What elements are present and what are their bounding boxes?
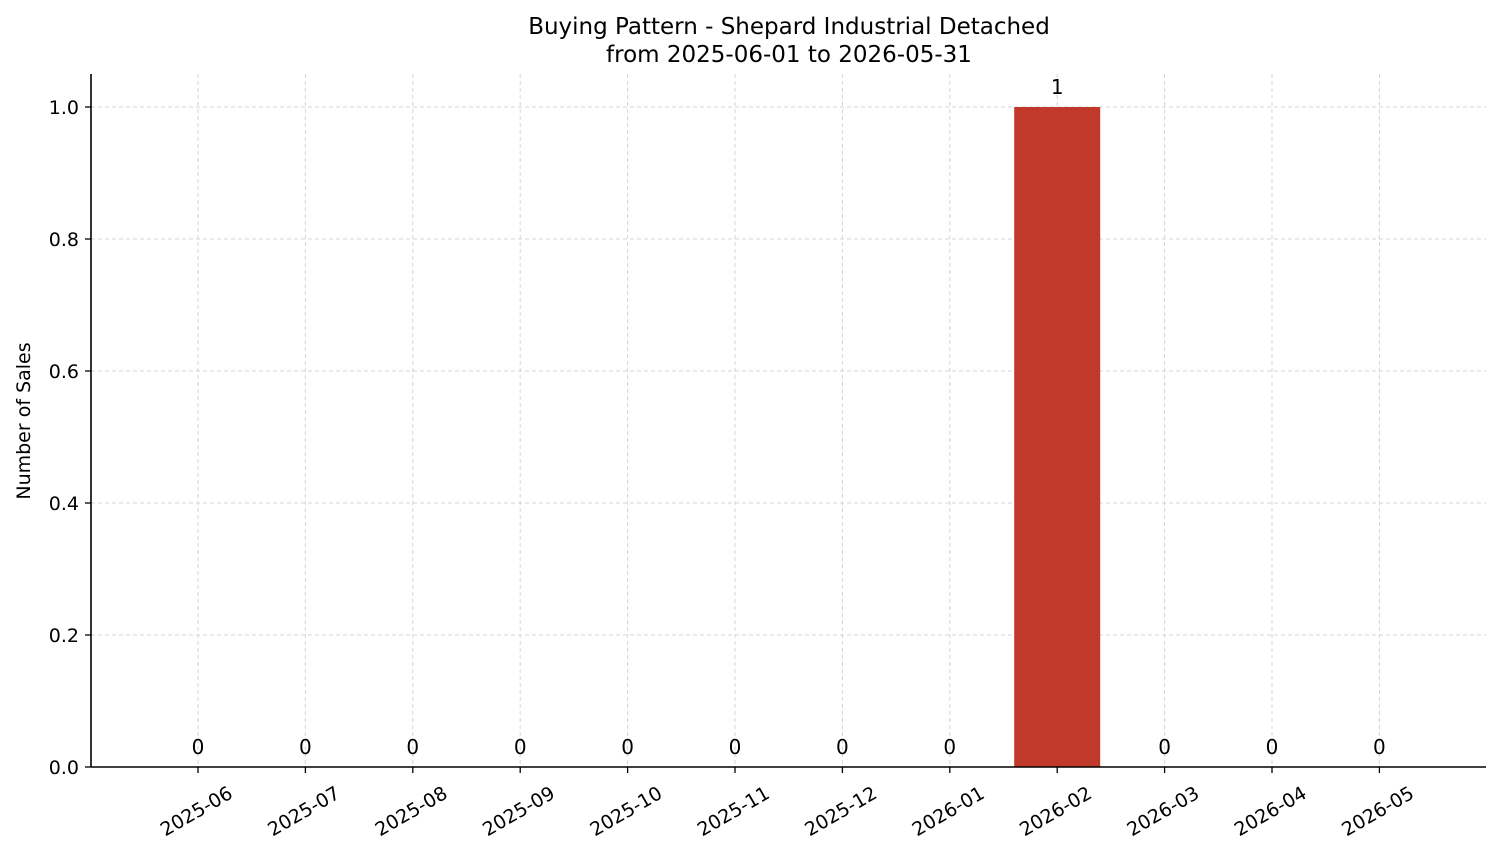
data-label-2026-04: 0 <box>1266 735 1279 759</box>
x-tick-label: 2025-08 <box>372 782 452 841</box>
y-axis-label: Number of Sales <box>13 342 35 499</box>
x-tick-label: 2026-05 <box>1338 782 1418 841</box>
data-label-2025-10: 0 <box>621 735 634 759</box>
x-tick-label: 2025-07 <box>264 782 344 841</box>
data-label-2025-09: 0 <box>514 735 527 759</box>
x-tick-label: 2026-03 <box>1123 782 1203 841</box>
x-tick-label: 2026-04 <box>1231 782 1311 841</box>
y-tick-label: 0.0 <box>49 757 79 779</box>
x-tick-label: 2025-10 <box>586 782 666 841</box>
x-tick-label: 2026-02 <box>1016 782 1096 841</box>
x-tick-label: 2025-06 <box>157 782 237 841</box>
data-label-2026-05: 0 <box>1373 735 1386 759</box>
data-label-2026-01: 0 <box>943 735 956 759</box>
bar-2026-02 <box>1014 107 1101 767</box>
data-labels: 0 0 0 0 0 0 0 0 1 0 0 0 <box>192 75 1386 759</box>
x-tick-label: 2025-12 <box>801 782 881 841</box>
data-label-2025-12: 0 <box>836 735 849 759</box>
y-tick-label: 1.0 <box>49 97 79 119</box>
y-tick-label: 0.4 <box>49 493 79 515</box>
y-tick-label: 0.6 <box>49 361 79 383</box>
bars <box>1014 107 1101 767</box>
y-tick-label: 0.8 <box>49 229 79 251</box>
data-label-2026-03: 0 <box>1158 735 1171 759</box>
axes: 0.0 0.2 0.4 0.6 0.8 1.0 2025-06 2025-07 2025-08 2… <box>49 74 1486 841</box>
x-tick-label: 2025-09 <box>479 782 559 841</box>
data-label-2025-08: 0 <box>406 735 419 759</box>
chart-title-line-2: from 2025-06-01 to 2026-05-31 <box>606 42 972 68</box>
data-label-2026-02: 1 <box>1051 75 1064 99</box>
data-label-2025-07: 0 <box>299 735 312 759</box>
grid <box>91 74 1486 767</box>
data-label-2025-06: 0 <box>192 735 205 759</box>
x-tick-label: 2025-11 <box>694 782 774 841</box>
x-tick-label: 2026-01 <box>909 782 989 841</box>
chart-title-line-1: Buying Pattern - Shepard Industrial Deta… <box>528 14 1050 40</box>
y-tick-label: 0.2 <box>49 625 79 647</box>
data-label-2025-11: 0 <box>729 735 742 759</box>
